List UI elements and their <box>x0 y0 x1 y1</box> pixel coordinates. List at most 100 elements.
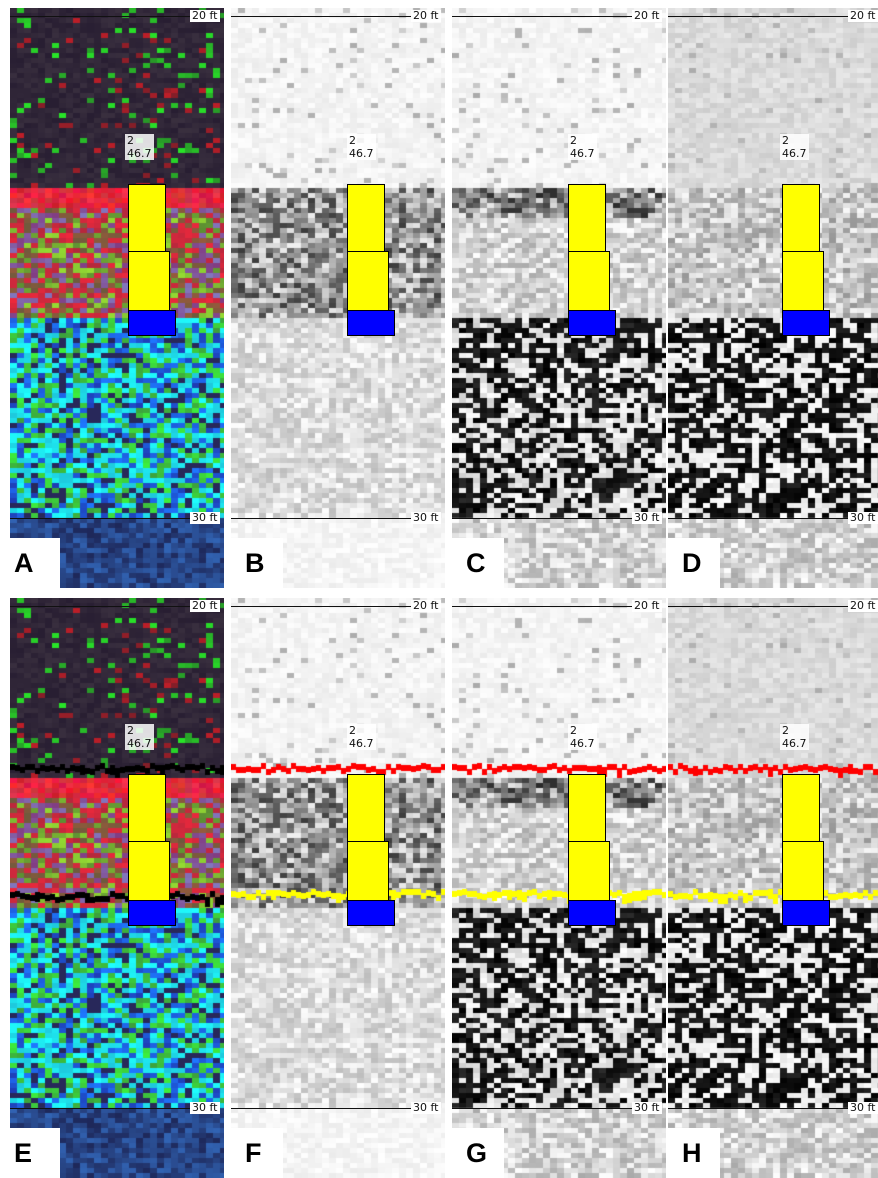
glyph-upper-segment <box>782 184 820 252</box>
glyph-lower-segment <box>568 251 610 311</box>
panel-label-c: C <box>452 538 504 588</box>
depth-line-30ft <box>668 1108 848 1109</box>
depth-tag-20ft: 20 ft <box>411 599 441 612</box>
glyph-upper-segment <box>128 184 166 252</box>
echogram-image <box>668 598 878 1178</box>
depth-tag-30ft: 30 ft <box>632 1101 662 1114</box>
annotation-line-1: 2 <box>780 134 809 147</box>
panel-label-g: G <box>452 1128 504 1178</box>
depth-line-20ft <box>231 606 411 607</box>
echogram-panel-h: 20 ft 30 ft 2 46.7 <box>668 598 878 1178</box>
depth-tag-30ft: 30 ft <box>190 511 220 524</box>
target-annotation: 2 46.7 <box>780 724 809 750</box>
panel-label-a: A <box>0 538 60 588</box>
echogram-image <box>10 8 224 588</box>
glyph-lower-segment <box>128 841 170 901</box>
glyph-lower-segment <box>347 251 389 311</box>
echogram-panel-g: 20 ft 30 ft 2 46.7 <box>452 598 666 1178</box>
depth-line-20ft <box>452 606 632 607</box>
glyph-lower-segment <box>568 841 610 901</box>
depth-tag-20ft: 20 ft <box>632 599 662 612</box>
panel-label-b: B <box>231 538 283 588</box>
glyph-upper-segment <box>128 774 166 842</box>
panel-letter: B <box>245 548 265 578</box>
echogram-panel-b: 20 ft 30 ft 2 46.7 <box>231 8 445 588</box>
depth-line-30ft <box>452 1108 632 1109</box>
depth-tag-30ft: 30 ft <box>190 1101 220 1114</box>
panel-letter: F <box>245 1138 262 1168</box>
glyph-upper-segment <box>568 184 606 252</box>
annotation-line-1: 2 <box>568 724 597 737</box>
annotation-line-2: 46.7 <box>780 737 809 750</box>
annotation-line-2: 46.7 <box>780 147 809 160</box>
glyph-base-segment <box>782 310 830 336</box>
depth-tag-30ft: 30 ft <box>848 1101 878 1114</box>
annotation-line-2: 46.7 <box>125 147 154 160</box>
annotation-line-2: 46.7 <box>347 737 376 750</box>
depth-line-30ft <box>668 518 848 519</box>
echogram-image <box>668 8 878 588</box>
panel-label-e: E <box>0 1128 60 1178</box>
echogram-image <box>452 8 666 588</box>
glyph-lower-segment <box>347 841 389 901</box>
target-annotation: 2 46.7 <box>780 134 809 160</box>
glyph-base-segment <box>568 310 616 336</box>
glyph-base-segment <box>128 900 176 926</box>
depth-line-20ft <box>452 16 632 17</box>
target-annotation: 2 46.7 <box>568 724 597 750</box>
panel-letter: G <box>466 1138 488 1168</box>
depth-line-20ft <box>10 606 190 607</box>
annotation-line-1: 2 <box>347 724 376 737</box>
annotation-line-2: 46.7 <box>125 737 154 750</box>
panel-label-f: F <box>231 1128 283 1178</box>
annotation-line-2: 46.7 <box>568 737 597 750</box>
depth-line-30ft <box>10 1108 190 1109</box>
panel-label-h: H <box>668 1128 720 1178</box>
depth-line-20ft <box>231 16 411 17</box>
echogram-image <box>452 598 666 1178</box>
target-annotation: 2 46.7 <box>125 134 154 160</box>
glyph-base-segment <box>568 900 616 926</box>
depth-line-20ft <box>10 16 190 17</box>
echogram-panel-a: 20 ft 30 ft 2 46.7 <box>10 8 224 588</box>
depth-line-30ft <box>10 518 190 519</box>
glyph-upper-segment <box>782 774 820 842</box>
depth-tag-30ft: 30 ft <box>411 1101 441 1114</box>
echogram-image <box>231 8 445 588</box>
target-annotation: 2 46.7 <box>347 134 376 160</box>
target-annotation: 2 46.7 <box>568 134 597 160</box>
depth-line-20ft <box>668 16 848 17</box>
annotation-line-1: 2 <box>780 724 809 737</box>
echogram-panel-f: 20 ft 30 ft 2 46.7 <box>231 598 445 1178</box>
panel-letter: E <box>14 1138 33 1168</box>
depth-line-20ft <box>668 606 848 607</box>
depth-tag-20ft: 20 ft <box>848 599 878 612</box>
echogram-image <box>231 598 445 1178</box>
panel-label-d: D <box>668 538 720 588</box>
depth-line-30ft <box>452 518 632 519</box>
glyph-base-segment <box>347 900 395 926</box>
depth-tag-20ft: 20 ft <box>848 9 878 22</box>
echogram-panel-d: 20 ft 30 ft 2 46.7 <box>668 8 878 588</box>
annotation-line-1: 2 <box>568 134 597 147</box>
depth-tag-30ft: 30 ft <box>632 511 662 524</box>
glyph-lower-segment <box>782 251 824 311</box>
glyph-lower-segment <box>782 841 824 901</box>
depth-line-30ft <box>231 1108 411 1109</box>
glyph-base-segment <box>782 900 830 926</box>
depth-tag-20ft: 20 ft <box>190 599 220 612</box>
glyph-upper-segment <box>347 774 385 842</box>
glyph-base-segment <box>128 310 176 336</box>
echogram-panel-e: 20 ft 30 ft 2 46.7 <box>10 598 224 1178</box>
annotation-line-2: 46.7 <box>568 147 597 160</box>
depth-tag-20ft: 20 ft <box>411 9 441 22</box>
glyph-lower-segment <box>128 251 170 311</box>
panel-letter: C <box>466 548 486 578</box>
glyph-base-segment <box>347 310 395 336</box>
glyph-upper-segment <box>568 774 606 842</box>
panel-letter: D <box>682 548 702 578</box>
annotation-line-1: 2 <box>125 134 154 147</box>
depth-line-30ft <box>231 518 411 519</box>
panel-letter: A <box>14 548 34 578</box>
glyph-upper-segment <box>347 184 385 252</box>
